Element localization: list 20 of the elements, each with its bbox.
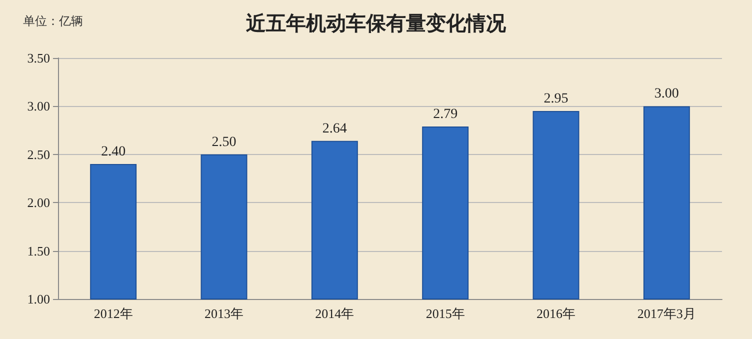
x-tick-label: 2015年	[426, 306, 465, 321]
x-tick-label: 2014年	[315, 306, 354, 321]
x-tick-label: 2016年	[536, 306, 576, 321]
data-label: 2.50	[212, 134, 236, 150]
y-tick-label: 1.00	[27, 292, 50, 306]
data-label: 2.79	[433, 106, 458, 122]
y-tick-label: 3.00	[27, 98, 50, 114]
data-label: 2.40	[101, 144, 126, 160]
y-tick-label: 2.00	[27, 195, 50, 210]
data-label: 3.00	[654, 86, 679, 102]
chart-title: 近五年机动车保有量变化情况	[245, 11, 507, 35]
x-tick-label: 2012年	[94, 306, 133, 321]
x-tick-label: 2013年	[204, 306, 244, 321]
y-tick-label: 3.50	[27, 50, 50, 66]
data-label: 2.95	[544, 92, 568, 107]
x-tick-label: 2017年3月	[637, 306, 696, 321]
y-tick-label: 1.50	[27, 243, 50, 258]
y-axis-title: 单位：亿辆	[23, 14, 83, 28]
y-tick-label: 2.50	[27, 146, 50, 162]
data-label: 2.64	[322, 121, 347, 136]
